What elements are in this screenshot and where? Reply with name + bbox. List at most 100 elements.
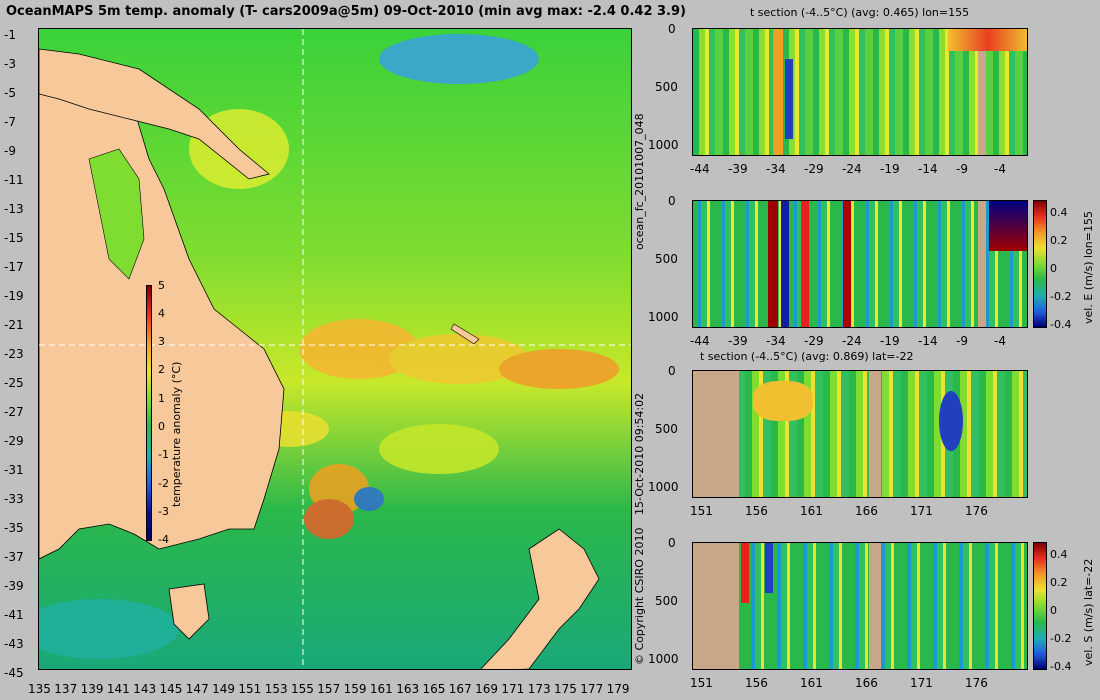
- panel-3-title: t section (-4..5°C) (avg: 0.869) lat=-22: [700, 350, 914, 363]
- new-guinea-landmass: [39, 48, 270, 180]
- section-x-tick: -4: [994, 162, 1006, 176]
- lat-tick-label: -23: [4, 347, 24, 361]
- map-cbar-tick: -3: [158, 505, 169, 518]
- lon-tick-label: 135: [28, 682, 51, 696]
- lon-tick-label: 177: [580, 682, 604, 696]
- panel-4-cbar-tick: 0: [1050, 604, 1057, 617]
- section-x-tick: -19: [880, 162, 900, 176]
- lon-tick-label: 169: [475, 682, 498, 696]
- section-x-tick: 151: [690, 676, 713, 690]
- lat-tick-label: -9: [4, 144, 16, 158]
- timestamp-label: 15-Oct-2010 09:54:02: [633, 392, 646, 515]
- section-x-tick: 156: [745, 676, 768, 690]
- map-canvas: [39, 29, 631, 669]
- temperature-anomaly-map: [38, 28, 632, 670]
- section-x-tick: 161: [800, 504, 823, 518]
- section-depth-tick: 1000: [648, 310, 679, 324]
- section-land-mask: [869, 371, 881, 497]
- section-panel-4: [692, 542, 1028, 670]
- section-depth-tick: 1000: [648, 138, 679, 152]
- lon-tick-label: 143: [133, 682, 157, 696]
- section-x-tick: 171: [910, 676, 933, 690]
- lon-tick-label: 141: [106, 682, 130, 696]
- lat-tick-label: -3: [4, 57, 16, 71]
- map-cbar-tick: 3: [158, 335, 165, 348]
- section-x-tick: 166: [855, 676, 878, 690]
- panel-4-colorbar-label: vel. S (m/s) lat=-22: [1082, 558, 1095, 666]
- lon-tick-label: 179: [606, 682, 630, 696]
- map-colorbar-label: temperature anomaly (°C): [170, 361, 183, 507]
- section-x-tick: -29: [804, 162, 824, 176]
- lon-tick-label: 161: [369, 682, 393, 696]
- section-land-mask: [693, 543, 739, 669]
- anomaly-patches: [39, 34, 619, 659]
- lon-tick-label: 153: [264, 682, 288, 696]
- section-depth-tick: 0: [668, 22, 676, 36]
- lat-tick-label: -15: [4, 231, 24, 245]
- panel-2-cbar-tick: -0.2: [1050, 290, 1072, 303]
- lon-tick-label: 157: [317, 682, 341, 696]
- lon-tick-label: 151: [238, 682, 262, 696]
- panel-4-cbar-tick: 0.4: [1050, 548, 1068, 561]
- section-x-tick: -44: [690, 334, 710, 348]
- panel-4-cbar-tick: 0.2: [1050, 576, 1068, 589]
- lat-tick-label: -37: [4, 550, 24, 564]
- map-cbar-tick: 5: [158, 279, 165, 292]
- lat-tick-label: -33: [4, 492, 24, 506]
- section-depth-tick: 500: [655, 422, 678, 436]
- lon-tick-label: 163: [396, 682, 420, 696]
- section-panel-2: [692, 200, 1028, 328]
- section-x-tick: -34: [766, 334, 786, 348]
- lat-tick-label: -27: [4, 405, 24, 419]
- map-cbar-tick: 0: [158, 420, 165, 433]
- lon-tick-label: 175: [554, 682, 577, 696]
- tasmania-landmass: [168, 583, 210, 640]
- gulf-of-carpentaria: [88, 148, 145, 280]
- panel-2-colorbar: [1033, 200, 1047, 328]
- lat-tick-label: -19: [4, 289, 24, 303]
- section-land-mask: [869, 543, 881, 669]
- section-x-tick: -44: [690, 162, 710, 176]
- section-x-tick: 171: [910, 504, 933, 518]
- section-depth-tick: 500: [655, 80, 678, 94]
- section-x-tick: -24: [842, 334, 862, 348]
- lon-tick-label: 147: [185, 682, 209, 696]
- panel-4-colorbar: [1033, 542, 1047, 670]
- lon-tick-label: 155: [291, 682, 314, 696]
- section-x-tick: -9: [956, 334, 968, 348]
- map-cbar-tick: 1: [158, 392, 165, 405]
- section-depth-tick: 0: [668, 536, 676, 550]
- lon-tick-label: 159: [343, 682, 367, 696]
- section-x-tick: -14: [918, 334, 938, 348]
- section-x-tick: -4: [994, 334, 1006, 348]
- lon-tick-label: 173: [527, 682, 551, 696]
- map-title: OceanMAPS 5m temp. anomaly (T- cars2009a…: [6, 4, 686, 19]
- section-x-tick: 156: [745, 504, 768, 518]
- lon-tick-label: 167: [448, 682, 472, 696]
- section-x-tick: -29: [804, 334, 824, 348]
- section-depth-tick: 500: [655, 252, 678, 266]
- lon-tick-label: 137: [54, 682, 78, 696]
- lat-tick-label: -13: [4, 202, 24, 216]
- map-cbar-tick: 4: [158, 307, 165, 320]
- new-zealand-landmass: [480, 528, 600, 669]
- new-caledonia-landmass: [450, 323, 480, 345]
- section-land-mask: [978, 29, 986, 155]
- section-x-tick: 151: [690, 504, 713, 518]
- section-x-tick: 176: [965, 504, 988, 518]
- section-x-tick: -9: [956, 162, 968, 176]
- section-depth-tick: 0: [668, 194, 676, 208]
- section-depth-tick: 1000: [648, 480, 679, 494]
- lat-tick-label: -11: [4, 173, 24, 187]
- panel-1-title: t section (-4..5°C) (avg: 0.465) lon=155: [750, 6, 970, 19]
- map-colorbar-scale: [146, 285, 152, 541]
- section-panel-1: [692, 28, 1028, 156]
- panel-4-cbar-tick: -0.2: [1050, 632, 1072, 645]
- section-land-mask: [978, 201, 986, 327]
- panel-2-cbar-tick: 0.2: [1050, 234, 1068, 247]
- lat-tick-label: -7: [4, 115, 16, 129]
- map-cbar-tick: -1: [158, 448, 169, 461]
- section-x-tick: -14: [918, 162, 938, 176]
- section-x-tick: -39: [728, 334, 748, 348]
- lat-tick-label: -39: [4, 579, 24, 593]
